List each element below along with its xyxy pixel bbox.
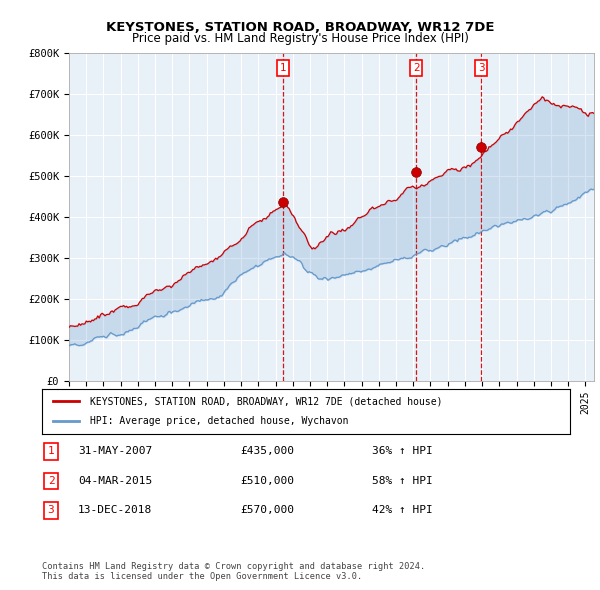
Text: 2: 2: [47, 476, 55, 486]
Text: 36% ↑ HPI: 36% ↑ HPI: [372, 447, 433, 456]
Text: 1: 1: [47, 447, 55, 456]
Text: Contains HM Land Registry data © Crown copyright and database right 2024.
This d: Contains HM Land Registry data © Crown c…: [42, 562, 425, 581]
Text: 3: 3: [47, 506, 55, 515]
Text: £510,000: £510,000: [240, 476, 294, 486]
Text: KEYSTONES, STATION ROAD, BROADWAY, WR12 7DE: KEYSTONES, STATION ROAD, BROADWAY, WR12 …: [106, 21, 494, 34]
Text: Price paid vs. HM Land Registry's House Price Index (HPI): Price paid vs. HM Land Registry's House …: [131, 32, 469, 45]
Text: 31-MAY-2007: 31-MAY-2007: [78, 447, 152, 456]
Text: £570,000: £570,000: [240, 506, 294, 515]
Text: 58% ↑ HPI: 58% ↑ HPI: [372, 476, 433, 486]
Text: 42% ↑ HPI: 42% ↑ HPI: [372, 506, 433, 515]
Text: HPI: Average price, detached house, Wychavon: HPI: Average price, detached house, Wych…: [89, 417, 348, 426]
Text: 04-MAR-2015: 04-MAR-2015: [78, 476, 152, 486]
Text: KEYSTONES, STATION ROAD, BROADWAY, WR12 7DE (detached house): KEYSTONES, STATION ROAD, BROADWAY, WR12 …: [89, 396, 442, 407]
Text: £435,000: £435,000: [240, 447, 294, 456]
Text: 1: 1: [280, 63, 286, 73]
Text: 13-DEC-2018: 13-DEC-2018: [78, 506, 152, 515]
Text: 3: 3: [478, 63, 485, 73]
Text: 2: 2: [413, 63, 419, 73]
